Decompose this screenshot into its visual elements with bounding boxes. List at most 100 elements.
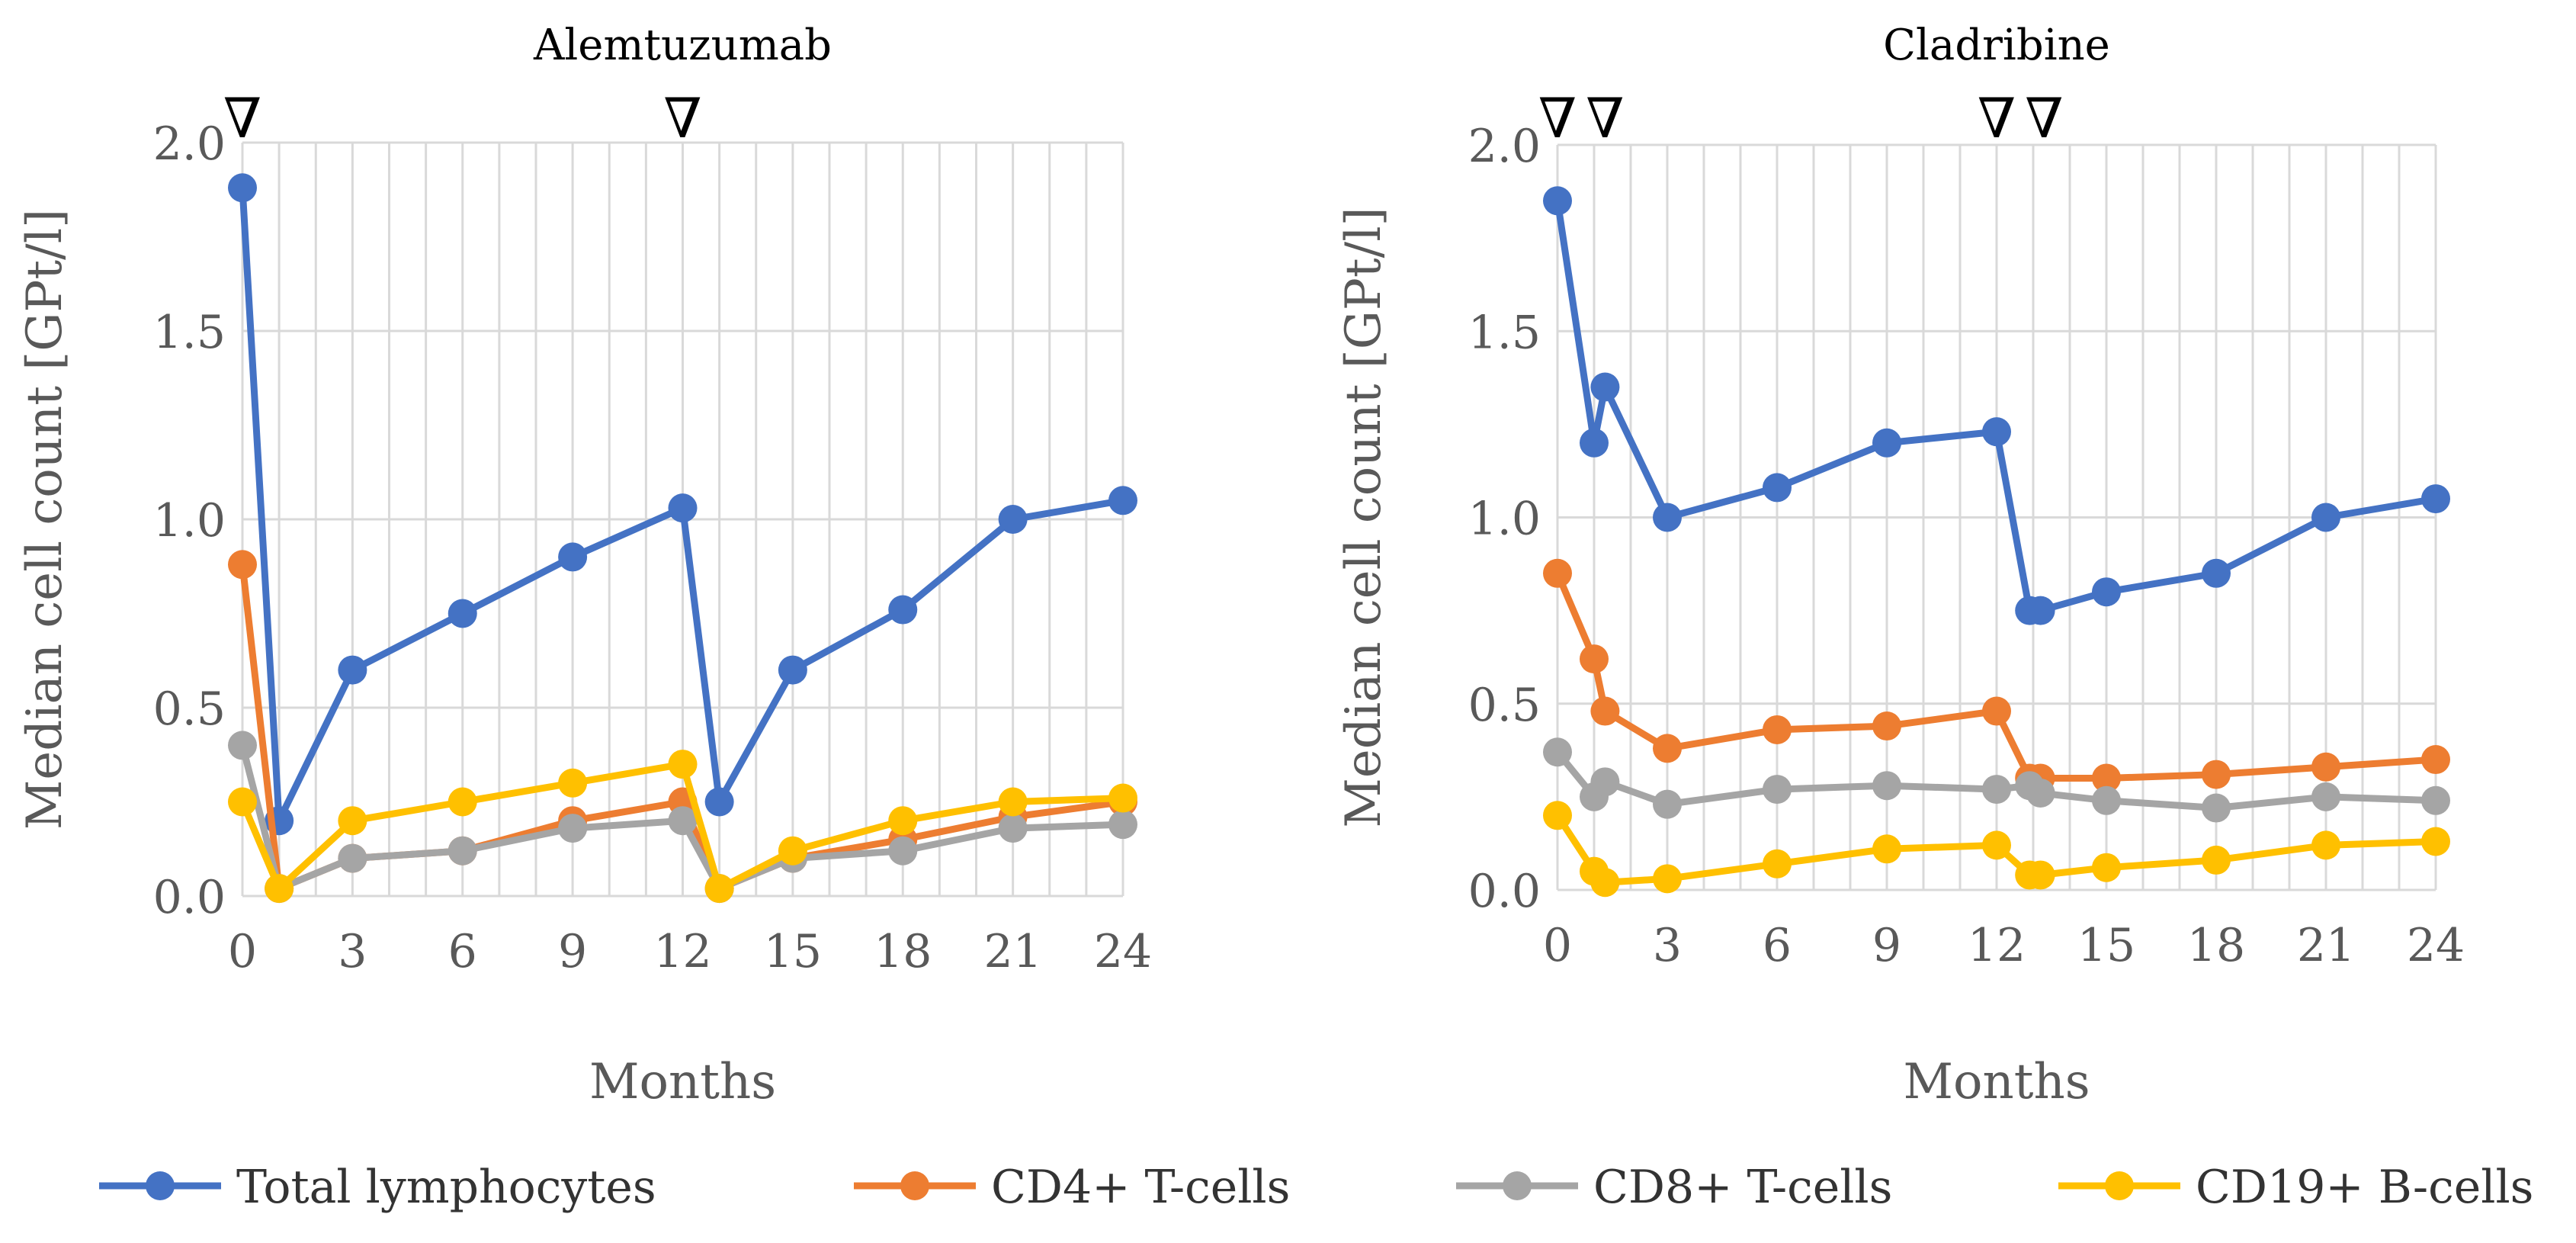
y-tick-label: 1.5: [1468, 306, 1541, 359]
data-point: [338, 843, 367, 873]
data-point: [448, 599, 477, 628]
data-point: [558, 542, 588, 572]
x-tick-label: 15: [2077, 919, 2135, 972]
x-tick-label: 6: [448, 925, 477, 978]
data-point: [2421, 827, 2450, 856]
series-cd19-b-cells: [228, 750, 1137, 904]
x-tick-label: 15: [764, 925, 822, 978]
y-tick-label: 0.0: [1468, 865, 1541, 918]
data-point: [668, 493, 698, 523]
legend-marker: [146, 1171, 175, 1200]
data-point: [265, 874, 294, 904]
data-point: [704, 874, 734, 904]
x-axis-label: Months: [589, 1054, 776, 1110]
data-point: [1590, 767, 1620, 797]
legend-label: CD8+ T-cells: [1593, 1161, 1892, 1214]
data-point: [2311, 830, 2340, 860]
data-point: [888, 806, 918, 836]
x-tick-label: 21: [983, 925, 1041, 978]
legend-label: CD4+ T-cells: [991, 1161, 1290, 1214]
y-tick-label: 2.0: [153, 117, 226, 171]
legend-marker: [900, 1171, 929, 1200]
data-point: [228, 550, 257, 580]
legend: Total lymphocytes CD4+ T-cells CD8+ T-cell…: [99, 1161, 2533, 1214]
y-axis-label: Median cell count [GPt/l]: [1336, 207, 1392, 827]
data-point: [1108, 810, 1137, 840]
data-point: [2311, 782, 2340, 811]
legend-marker: [2105, 1171, 2134, 1200]
x-tick-label: 12: [653, 925, 711, 978]
data-point: [1872, 711, 1901, 741]
y-tick-label: 2.0: [1468, 120, 1541, 173]
chart-title: Cladribine: [1883, 21, 2110, 70]
data-point: [2311, 752, 2340, 782]
data-point: [1543, 801, 1572, 830]
x-tick-label: 0: [1543, 919, 1572, 972]
legend-marker: [1503, 1171, 1532, 1200]
series-cd4-t-cells: [1543, 558, 2450, 793]
y-tick-label: 0.0: [153, 871, 226, 924]
data-point: [1763, 775, 1792, 805]
data-point: [228, 731, 257, 760]
data-point: [2421, 484, 2450, 514]
data-point: [2026, 596, 2055, 625]
dosing-marker-icon: ∇: [223, 86, 261, 150]
x-tick-label: 9: [558, 925, 587, 978]
data-point: [2311, 503, 2340, 532]
panel-cladribine: Cladribine 0.0 0.5 1.0 1.5 2.0 0 3 6 9 12 15 18 21 24 M…: [1336, 21, 2465, 1110]
dosing-marker-icon: ∇: [663, 86, 701, 150]
data-point: [558, 814, 588, 843]
x-tick-label: 6: [1763, 919, 1792, 972]
data-point: [1653, 734, 1682, 763]
y-tick-label: 1.5: [153, 306, 226, 359]
y-tick-label: 1.0: [1468, 493, 1541, 546]
x-axis-label: Months: [1903, 1054, 2090, 1110]
data-point: [1872, 428, 1901, 458]
data-point: [2202, 558, 2231, 588]
data-point: [1580, 644, 1609, 674]
data-point: [1982, 417, 2011, 447]
data-point: [1653, 789, 1682, 819]
series-cd19-b-cells: [1543, 801, 2450, 898]
data-point: [2092, 853, 2121, 882]
data-point: [2202, 760, 2231, 789]
y-tick-label: 1.0: [153, 494, 226, 548]
legend-label: Total lymphocytes: [236, 1161, 656, 1214]
data-point: [1543, 186, 1572, 216]
series-cd8-t-cells: [228, 731, 1137, 904]
series-cd8-t-cells: [1543, 737, 2450, 823]
data-point: [2202, 793, 2231, 823]
legend-item-cd4-t-cells: CD4+ T-cells: [854, 1161, 1290, 1214]
series-total-lymphocytes: [228, 173, 1137, 836]
data-point: [998, 505, 1028, 534]
data-point: [778, 836, 807, 866]
data-point: [228, 173, 257, 203]
data-point: [2092, 785, 2121, 815]
x-tick-label: 12: [1968, 919, 2026, 972]
data-point: [1872, 771, 1901, 801]
data-point: [1653, 864, 1682, 894]
data-point: [2092, 763, 2121, 793]
data-point: [448, 836, 477, 866]
y-axis-label: Median cell count [GPt/l]: [17, 209, 73, 830]
x-tick-label: 9: [1872, 919, 1901, 972]
data-point: [558, 768, 588, 798]
data-point: [1590, 696, 1620, 726]
data-point: [1763, 715, 1792, 744]
data-point: [668, 806, 698, 836]
data-point: [998, 787, 1028, 817]
legend-item-total-lymphocytes: Total lymphocytes: [99, 1161, 656, 1214]
data-point: [338, 806, 367, 836]
data-point: [338, 655, 367, 685]
chart-title: Alemtuzumab: [533, 21, 832, 70]
data-point: [1108, 486, 1137, 516]
data-point: [1872, 834, 1901, 864]
data-point: [1108, 783, 1137, 813]
data-point: [2421, 745, 2450, 775]
data-point: [888, 595, 918, 625]
x-tick-label: 18: [874, 925, 932, 978]
legend-item-cd8-t-cells: CD8+ T-cells: [1456, 1161, 1892, 1214]
data-point: [1590, 372, 1620, 402]
y-tick-label: 0.5: [153, 683, 226, 736]
x-tick-label: 18: [2187, 919, 2245, 972]
